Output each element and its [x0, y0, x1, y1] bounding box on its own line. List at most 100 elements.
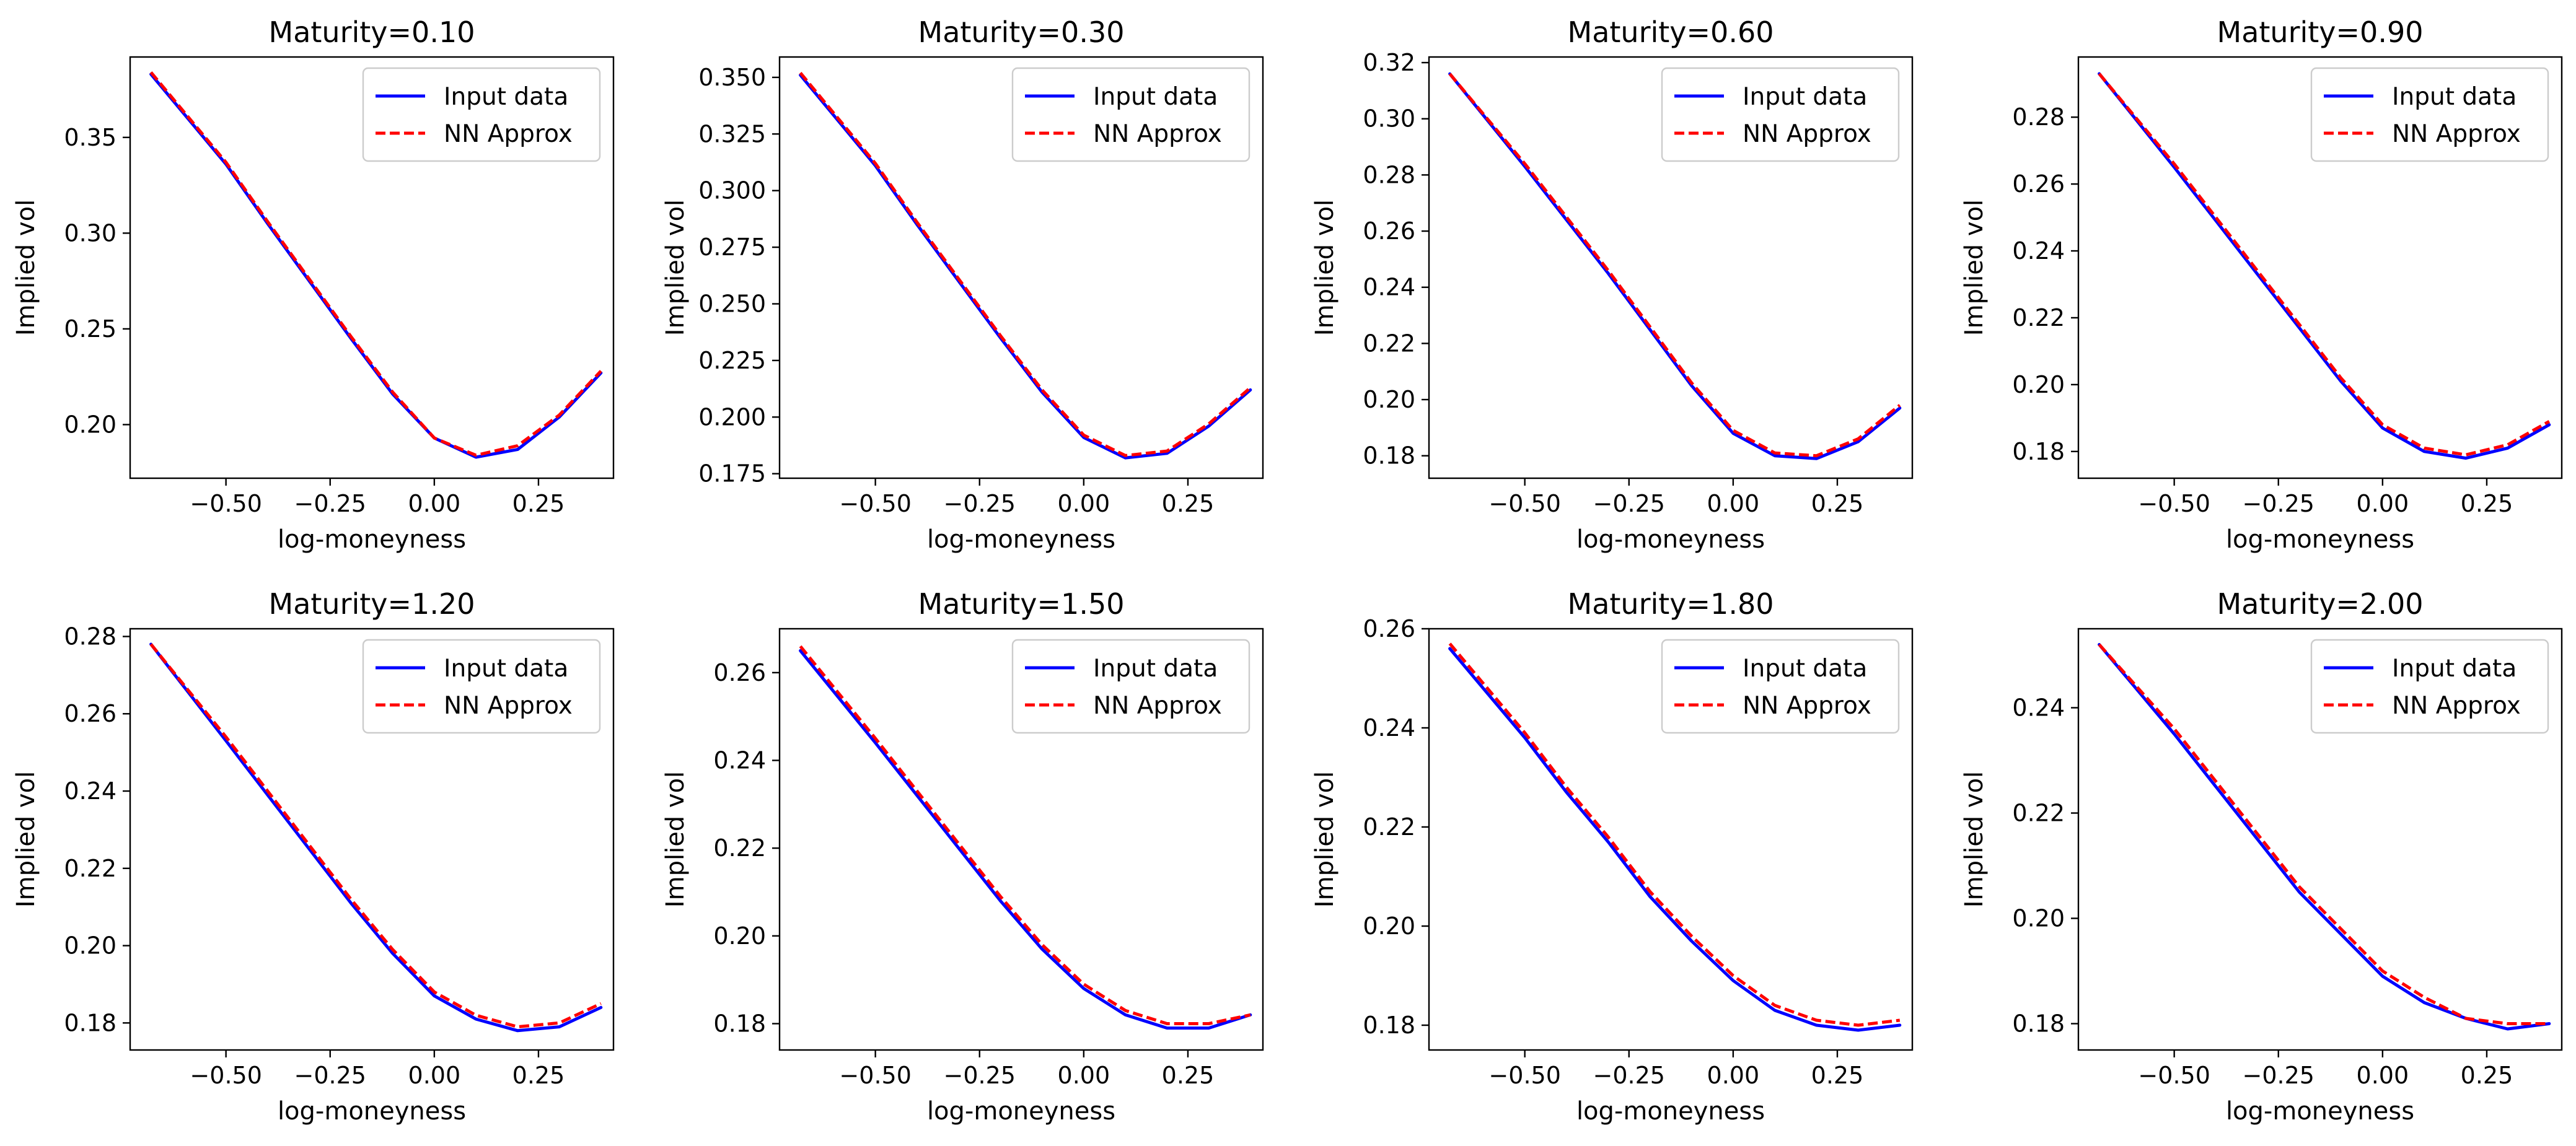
legend-label-input-data: Input data — [1093, 655, 1218, 683]
x-tick-label: −0.25 — [944, 490, 1016, 517]
series-line-input-data — [799, 73, 1252, 460]
legend-label-nn-approx: NN Approx — [1093, 692, 1222, 720]
subplot-title: Maturity=2.00 — [2217, 587, 2424, 621]
y-axis-label: Implied vol — [12, 199, 40, 336]
legend-box — [1661, 639, 1900, 734]
y-tick-label: 0.250 — [698, 290, 766, 317]
x-tick-label: −0.50 — [2138, 1062, 2210, 1089]
legend: Input data NN Approx — [1011, 67, 1251, 162]
y-tick-label: 0.20 — [1363, 912, 1415, 940]
subplot-7: Maturity=1.80 −0.50 −0.25 0.00 0.25 0.18 0.20 0… — [1311, 587, 1914, 1126]
x-tick-label: 0.25 — [512, 1062, 565, 1089]
subplot-8: Maturity=2.00 −0.50 −0.25 0.00 0.25 0.18 0.20 0… — [1960, 587, 2563, 1126]
series-line-input-data — [2098, 643, 2551, 1031]
legend: Input data NN Approx — [1661, 67, 1900, 162]
y-tick-label: 0.28 — [1363, 161, 1415, 188]
series-line-input-data — [1448, 72, 1902, 460]
legend-label-nn-approx: NN Approx — [1743, 120, 1871, 148]
x-tick-label: 0.00 — [1058, 1062, 1110, 1089]
x-tick-label: −0.50 — [2138, 490, 2210, 517]
legend-label-nn-approx: NN Approx — [1093, 120, 1222, 148]
x-axis-label: log-moneyness — [278, 525, 466, 554]
y-tick-label: 0.25 — [64, 315, 116, 343]
legend: Input data NN Approx — [1661, 639, 1900, 734]
x-axis-label: log-moneyness — [927, 1097, 1115, 1126]
x-tick-label: −0.25 — [1593, 1062, 1665, 1089]
x-axis-label: log-moneyness — [2226, 525, 2414, 554]
y-tick-label: 0.26 — [64, 700, 116, 727]
legend: Input data NN Approx — [1011, 639, 1251, 734]
series-line-nn-approx — [1448, 72, 1901, 458]
x-tick-label: −0.25 — [294, 1062, 366, 1089]
subplot-title: Maturity=1.50 — [918, 587, 1125, 621]
y-tick-label: 0.20 — [1363, 386, 1415, 413]
y-tick-label: 0.24 — [2012, 237, 2065, 265]
y-axis-label: Implied vol — [1311, 771, 1339, 908]
y-tick-label: 0.35 — [64, 124, 116, 151]
x-tick-label: −0.50 — [1488, 490, 1560, 517]
y-tick-label: 0.200 — [698, 403, 766, 431]
y-tick-label: 0.275 — [698, 234, 766, 261]
axes-frame — [778, 628, 1264, 1051]
y-tick-label: 0.30 — [64, 219, 116, 247]
legend-box — [1661, 67, 1900, 162]
y-axis-label: Implied vol — [1960, 199, 1989, 336]
y-tick-label: 0.325 — [698, 120, 766, 147]
series-line-nn-approx — [149, 643, 602, 1029]
x-axis-label: log-moneyness — [1576, 525, 1765, 554]
legend-box — [1011, 639, 1251, 734]
subplot-title: Maturity=1.80 — [1568, 587, 1774, 621]
subplot-title: Maturity=0.60 — [1568, 15, 1774, 49]
y-tick-label: 0.175 — [698, 460, 766, 488]
y-tick-label: 0.18 — [1363, 1012, 1415, 1039]
legend-label-input-data: Input data — [444, 655, 568, 683]
x-tick-label: −0.25 — [2243, 490, 2314, 517]
x-tick-label: −0.25 — [294, 490, 366, 517]
axes-frame — [2077, 56, 2563, 479]
series-line-input-data — [1448, 647, 1902, 1032]
y-tick-label: 0.20 — [64, 411, 116, 438]
legend-label-input-data: Input data — [1743, 655, 1867, 683]
x-axis-label: log-moneyness — [2226, 1097, 2414, 1126]
y-tick-label: 0.24 — [1363, 714, 1415, 741]
subplot-title: Maturity=1.20 — [269, 587, 475, 621]
x-tick-label: 0.25 — [1162, 1062, 1215, 1089]
y-tick-label: 0.350 — [698, 64, 766, 91]
x-tick-label: 0.25 — [1162, 490, 1215, 517]
y-axis-label: Implied vol — [661, 771, 690, 908]
x-tick-label: 0.00 — [1707, 490, 1760, 517]
subplot-6: Maturity=1.50 −0.50 −0.25 0.00 0.25 0.18 0.20 0… — [661, 587, 1264, 1126]
x-tick-label: −0.50 — [190, 490, 262, 517]
axes-frame — [129, 56, 615, 479]
y-tick-label: 0.18 — [2012, 438, 2065, 465]
series-line-nn-approx — [799, 645, 1251, 1025]
axes-frame — [1428, 628, 1914, 1051]
y-tick-label: 0.18 — [713, 1010, 766, 1038]
legend-label-nn-approx: NN Approx — [2392, 692, 2521, 720]
y-tick-label: 0.24 — [2012, 694, 2065, 722]
legend-label-input-data: Input data — [1743, 83, 1867, 111]
series-line-input-data — [2098, 72, 2551, 460]
legend-label-input-data: Input data — [1093, 83, 1218, 111]
y-tick-label: 0.18 — [2012, 1010, 2065, 1038]
legend-box — [1011, 67, 1251, 162]
y-tick-label: 0.18 — [1363, 442, 1415, 470]
legend-label-nn-approx: NN Approx — [2392, 120, 2521, 148]
y-tick-label: 0.22 — [64, 855, 116, 882]
x-axis-label: log-moneyness — [1576, 1097, 1765, 1126]
x-tick-label: 0.00 — [1058, 490, 1110, 517]
legend-box — [362, 639, 601, 734]
series-line-nn-approx — [2098, 72, 2551, 457]
x-tick-label: −0.50 — [1488, 1062, 1560, 1089]
y-axis-label: Implied vol — [1311, 199, 1339, 336]
x-tick-label: 0.00 — [408, 490, 461, 517]
subplot-title: Maturity=0.90 — [2217, 15, 2424, 49]
legend-box — [2310, 639, 2549, 734]
x-tick-label: 0.00 — [2357, 490, 2409, 517]
legend-label-nn-approx: NN Approx — [1743, 692, 1871, 720]
y-tick-label: 0.22 — [1363, 813, 1415, 841]
legend: Input data NN Approx — [362, 639, 601, 734]
legend-label-input-data: Input data — [2392, 83, 2517, 111]
y-tick-label: 0.22 — [2012, 304, 2065, 331]
